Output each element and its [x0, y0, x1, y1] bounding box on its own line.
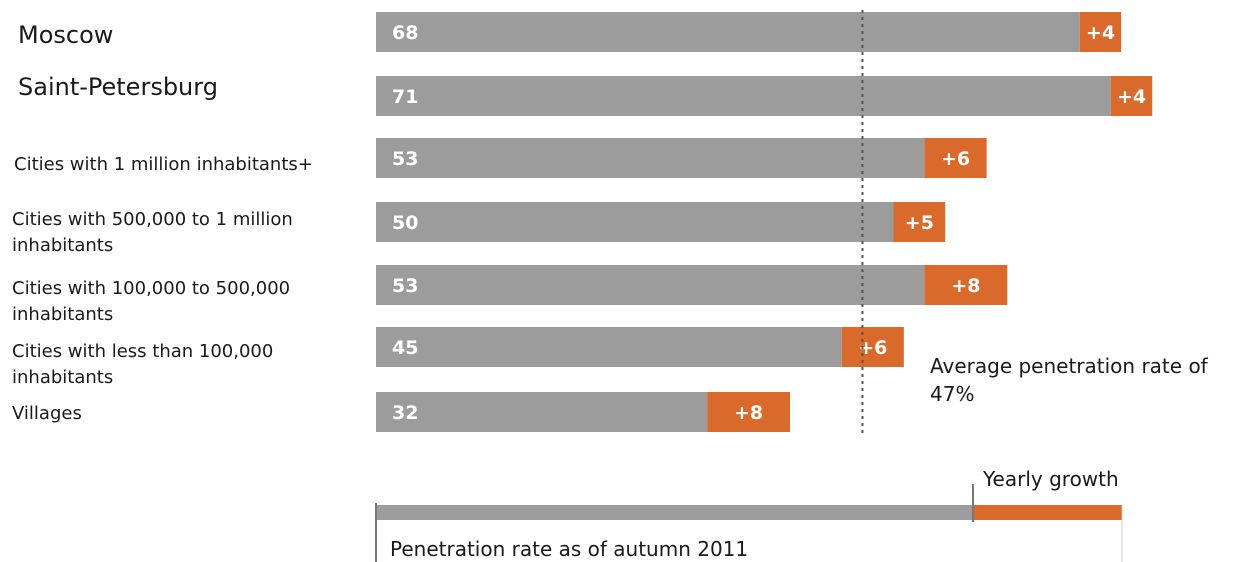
bar-growth [1110, 76, 1153, 116]
category-label: Villages [12, 403, 82, 424]
growth-value-label: +6 [941, 148, 970, 170]
growth-value-label: +6 [858, 337, 887, 359]
bar-penetration [376, 202, 894, 242]
legend-growth-label: Yearly growth [982, 467, 1119, 491]
bars-layer: 68 +4 71 +4 53 +6 50 +5 53 +8 45 +6 32 +8 [376, 12, 1153, 432]
category-labels: Moscow Saint-Petersburg Cities with 1 mill… [12, 21, 313, 424]
penetration-value-label: 53 [392, 148, 418, 170]
growth-value-label: +4 [1086, 22, 1115, 44]
bar-penetration [376, 327, 842, 367]
category-label: Cities with 1 million inhabitants+ [14, 154, 313, 175]
bar-growth [1079, 12, 1122, 52]
growth-value-label: +4 [1117, 86, 1146, 108]
category-label: Saint-Petersburg [18, 73, 218, 101]
penetration-value-label: 32 [392, 402, 418, 424]
bar-penetration [376, 12, 1080, 52]
penetration-value-label: 68 [392, 22, 418, 44]
growth-value-label: +8 [734, 402, 763, 424]
category-label: Cities with less than 100,000 inhabitants [12, 341, 273, 388]
legend-penetration-swatch [376, 505, 973, 520]
growth-value-label: +5 [905, 212, 934, 234]
legend: Yearly growth Penetration rate as of aut… [375, 467, 1123, 562]
bar-growth [841, 327, 904, 367]
average-reference-label: Average penetration rate of 47% [930, 354, 1209, 406]
penetration-value-label: 45 [392, 337, 418, 359]
bar-growth [707, 392, 790, 432]
category-label: Moscow [18, 21, 113, 49]
bar-penetration [376, 392, 708, 432]
bar-penetration [376, 265, 925, 305]
bar-growth [893, 202, 946, 242]
category-label: Cities with 100,000 to 500,000 inhabitant… [12, 278, 290, 325]
bar-growth [924, 138, 987, 178]
penetration-value-label: 53 [392, 275, 418, 297]
penetration-value-label: 50 [392, 212, 418, 234]
legend-growth-swatch [973, 505, 1122, 520]
legend-penetration-label: Penetration rate as of autumn 2011 [390, 537, 748, 561]
bar-penetration [376, 76, 1111, 116]
bar-penetration [376, 138, 925, 178]
bar-growth [924, 265, 1008, 305]
category-label: Cities with 500,000 to 1 million inhabita… [12, 209, 293, 256]
penetration-value-label: 71 [392, 86, 418, 108]
growth-value-label: +8 [951, 275, 980, 297]
